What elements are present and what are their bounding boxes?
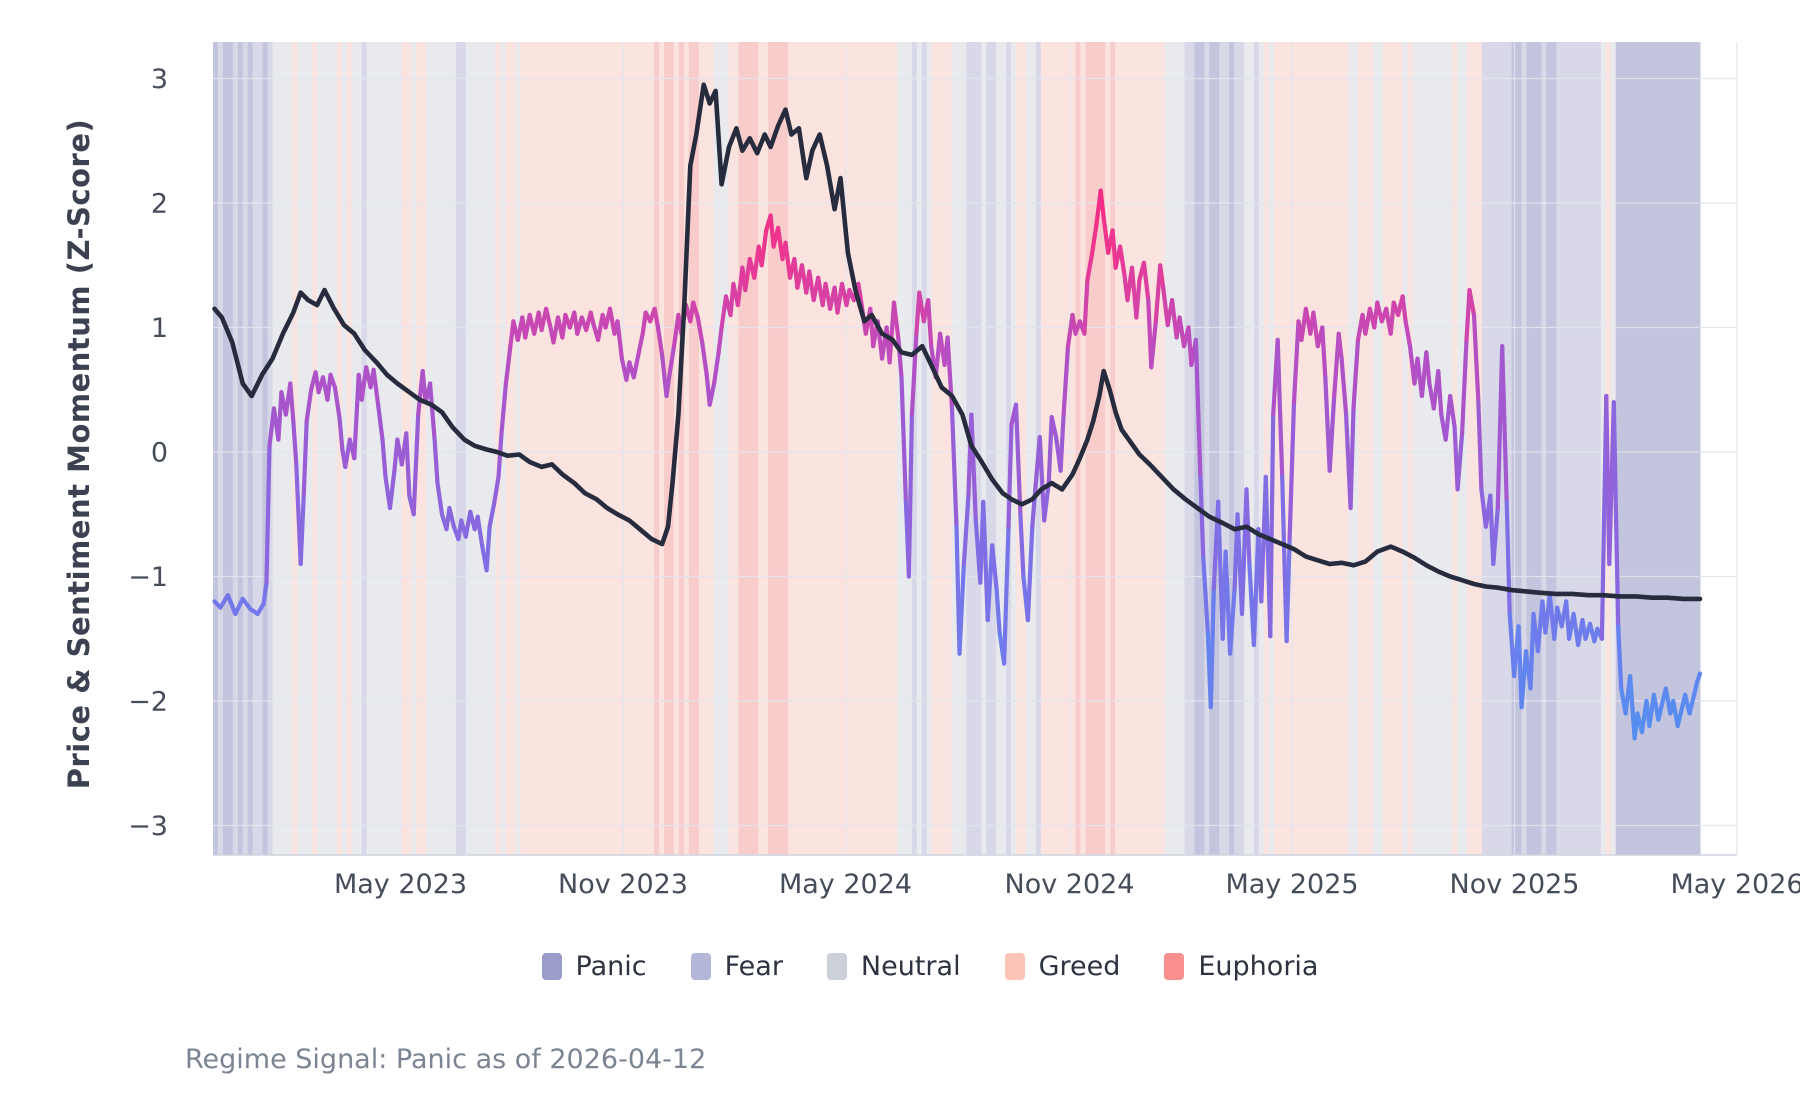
y-axis-title: Price & Sentiment Momentum (Z-Score) [62, 118, 96, 790]
legend-label: Fear [724, 951, 783, 982]
x-tick-label: May 2024 [779, 869, 912, 900]
x-tick-label: Nov 2023 [558, 869, 688, 900]
x-tick-label: May 2023 [334, 869, 467, 900]
panic-swatch-icon [541, 953, 562, 980]
y-tick-label: −2 [128, 687, 168, 718]
y-tick-label: 0 [151, 438, 168, 469]
legend-label: Panic [575, 951, 647, 982]
price-line [212, 82, 1703, 602]
fear-swatch-icon [690, 953, 711, 980]
y-tick-label: 1 [151, 313, 168, 344]
x-tick-label: Nov 2024 [1005, 869, 1135, 900]
legend-label: Euphoria [1198, 951, 1319, 982]
y-tick-label: 3 [151, 64, 168, 95]
x-tick-label: Nov 2025 [1450, 869, 1580, 900]
regime-signal-caption: Regime Signal: Panic as of 2026-04-12 [185, 1044, 707, 1075]
euphoria-swatch-icon [1164, 953, 1185, 980]
x-tick-label: May 2025 [1225, 869, 1358, 900]
sentiment-line [212, 188, 1703, 741]
legend-label: Greed [1038, 951, 1121, 982]
legend-item-fear[interactable]: Fear [690, 951, 783, 982]
legend-item-greed[interactable]: Greed [1004, 951, 1121, 982]
legend: Panic Fear Neutral Greed Euphoria [0, 951, 1800, 982]
y-tick-label: −3 [128, 811, 168, 842]
legend-item-neutral[interactable]: Neutral [826, 951, 961, 982]
x-tick-label: May 2026 [1670, 869, 1800, 900]
legend-label: Neutral [860, 951, 961, 982]
y-tick-label: −1 [128, 562, 168, 593]
legend-item-euphoria[interactable]: Euphoria [1164, 951, 1318, 982]
legend-item-panic[interactable]: Panic [541, 951, 647, 982]
greed-swatch-icon [1004, 953, 1025, 980]
y-tick-label: 2 [151, 189, 168, 220]
neutral-swatch-icon [826, 953, 847, 980]
gridlines [213, 42, 1738, 855]
